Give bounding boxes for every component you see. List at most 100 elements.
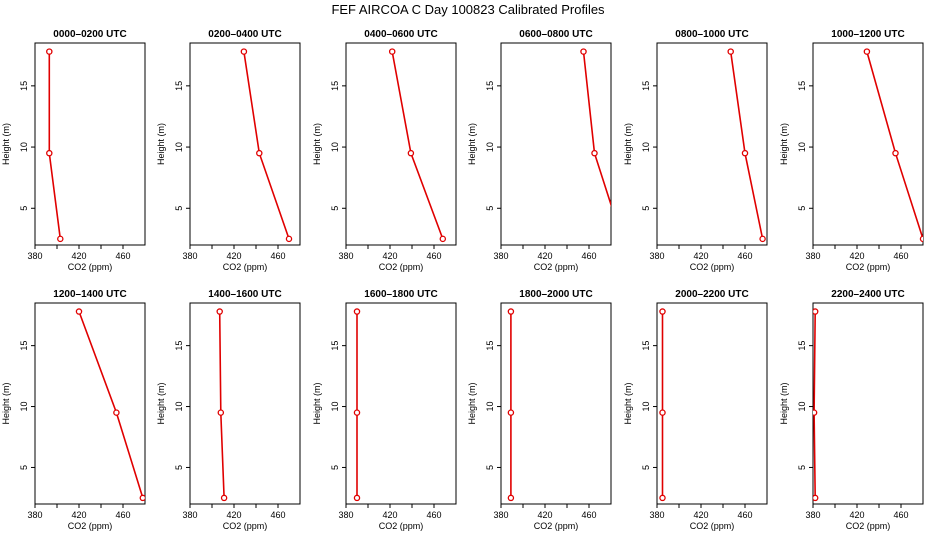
data-point bbox=[507, 494, 515, 502]
panel-title: 0400–0600 UTC bbox=[364, 29, 437, 40]
y-tick-label: 10 bbox=[797, 402, 807, 412]
figure-title: FEF AIRCOA C Day 100823 Calibrated Profi… bbox=[331, 2, 605, 17]
data-point bbox=[619, 236, 624, 241]
x-axis-label: CO2 (ppm) bbox=[223, 521, 268, 531]
panel-11: 2000–2200 UTC 380 420 460 5 10 15 CO2 (ppm) Heig… bbox=[623, 289, 768, 531]
x-tick-label: 420 bbox=[71, 510, 86, 520]
x-tick-label: 380 bbox=[493, 510, 508, 520]
series-group bbox=[240, 48, 293, 243]
x-tick-label: 420 bbox=[226, 251, 241, 261]
x-axis-label: CO2 (ppm) bbox=[379, 521, 424, 531]
plot-frame bbox=[189, 42, 301, 246]
series-group bbox=[216, 308, 228, 502]
y-tick-label: 5 bbox=[641, 206, 651, 211]
y-tick-label: 15 bbox=[19, 81, 29, 91]
y-tick-label: 10 bbox=[485, 142, 495, 152]
panel-7: 1200–1400 UTC 380 420 460 5 10 15 CO2 (ppm) Heig… bbox=[1, 289, 146, 531]
x-tick-label: 420 bbox=[537, 251, 552, 261]
y-axis-label: Height (m) bbox=[779, 123, 789, 165]
y-tick-label: 5 bbox=[797, 206, 807, 211]
data-point bbox=[813, 494, 819, 502]
data-point bbox=[580, 48, 587, 55]
profile-line bbox=[582, 51, 611, 208]
y-tick-label: 5 bbox=[485, 465, 495, 470]
plot-frame bbox=[500, 42, 612, 246]
x-tick-label: 380 bbox=[182, 251, 197, 261]
x-tick-label: 420 bbox=[849, 251, 864, 261]
data-point bbox=[759, 235, 766, 243]
y-tick-label: 5 bbox=[19, 206, 29, 211]
y-tick-label: 5 bbox=[19, 465, 29, 470]
data-point bbox=[388, 48, 396, 55]
x-tick-label: 420 bbox=[382, 251, 397, 261]
series-group bbox=[507, 308, 515, 502]
y-tick-label: 15 bbox=[641, 81, 651, 91]
y-tick-label: 5 bbox=[174, 206, 184, 211]
x-tick-label: 420 bbox=[71, 251, 86, 261]
panel-title: 1600–1800 UTC bbox=[364, 289, 437, 300]
y-tick-label: 10 bbox=[174, 142, 184, 152]
plot-frame bbox=[189, 302, 301, 505]
data-point bbox=[46, 149, 53, 157]
plot-frame bbox=[656, 42, 768, 246]
x-axis-label: CO2 (ppm) bbox=[846, 521, 891, 531]
plot-frame bbox=[812, 302, 924, 505]
data-point bbox=[353, 409, 361, 416]
y-axis-label: Height (m) bbox=[623, 382, 633, 424]
x-axis-label: CO2 (ppm) bbox=[534, 262, 579, 272]
data-point bbox=[813, 409, 818, 416]
y-tick-label: 10 bbox=[797, 142, 807, 152]
x-tick-label: 460 bbox=[893, 510, 908, 520]
data-point bbox=[659, 409, 666, 416]
x-tick-label: 380 bbox=[649, 510, 664, 520]
panel-title: 1400–1600 UTC bbox=[208, 289, 281, 300]
panel-title: 1800–2000 UTC bbox=[519, 289, 592, 300]
plot-frame bbox=[345, 302, 457, 505]
x-tick-label: 460 bbox=[270, 251, 285, 261]
data-point bbox=[507, 308, 515, 315]
panel-4: 0600–0800 UTC 380 420 460 5 10 15 CO2 (ppm) Heig… bbox=[467, 29, 624, 272]
panel-title: 0600–0800 UTC bbox=[519, 29, 592, 40]
data-point bbox=[353, 308, 361, 315]
y-axis-label: Height (m) bbox=[312, 123, 322, 165]
data-point bbox=[659, 308, 666, 315]
data-point bbox=[659, 494, 666, 502]
data-point bbox=[220, 494, 228, 502]
x-tick-label: 460 bbox=[270, 510, 285, 520]
y-axis-label: Height (m) bbox=[467, 382, 477, 424]
data-point bbox=[407, 149, 415, 157]
panel-title: 0000–0200 UTC bbox=[53, 29, 126, 40]
profile-line bbox=[78, 311, 144, 499]
panel-1: 0000–0200 UTC 380 420 460 5 10 15 CO2 (ppm) Heig… bbox=[1, 29, 146, 272]
y-axis-label: Height (m) bbox=[1, 382, 11, 424]
data-point bbox=[113, 409, 120, 416]
x-axis-label: CO2 (ppm) bbox=[690, 521, 735, 531]
data-point bbox=[591, 149, 598, 157]
panel-10: 1800–2000 UTC 380 420 460 5 10 15 CO2 (ppm) Heig… bbox=[467, 289, 612, 531]
panel-6: 1000–1200 UTC 380 420 460 5 10 15 CO2 (ppm) Heig… bbox=[779, 29, 924, 272]
y-tick-label: 10 bbox=[330, 402, 340, 412]
x-tick-label: 380 bbox=[182, 510, 197, 520]
series-group bbox=[75, 308, 145, 502]
panel-title: 1200–1400 UTC bbox=[53, 289, 126, 300]
y-axis-label: Height (m) bbox=[467, 123, 477, 165]
data-point bbox=[727, 48, 734, 55]
data-point bbox=[863, 48, 871, 55]
y-tick-label: 10 bbox=[330, 142, 340, 152]
profile-line bbox=[866, 51, 923, 240]
y-tick-label: 15 bbox=[485, 81, 495, 91]
x-tick-label: 380 bbox=[338, 510, 353, 520]
y-tick-label: 15 bbox=[174, 341, 184, 351]
series-group bbox=[46, 48, 64, 243]
y-tick-label: 10 bbox=[19, 402, 29, 412]
x-tick-label: 460 bbox=[115, 510, 130, 520]
x-tick-label: 420 bbox=[693, 251, 708, 261]
x-tick-label: 460 bbox=[426, 251, 441, 261]
panel-8: 1400–1600 UTC 380 420 460 5 10 15 CO2 (ppm) Heig… bbox=[156, 289, 301, 531]
y-tick-label: 10 bbox=[19, 142, 29, 152]
x-tick-label: 460 bbox=[737, 510, 752, 520]
x-tick-label: 460 bbox=[115, 251, 130, 261]
plot-frame bbox=[34, 302, 146, 505]
x-tick-label: 460 bbox=[581, 510, 596, 520]
